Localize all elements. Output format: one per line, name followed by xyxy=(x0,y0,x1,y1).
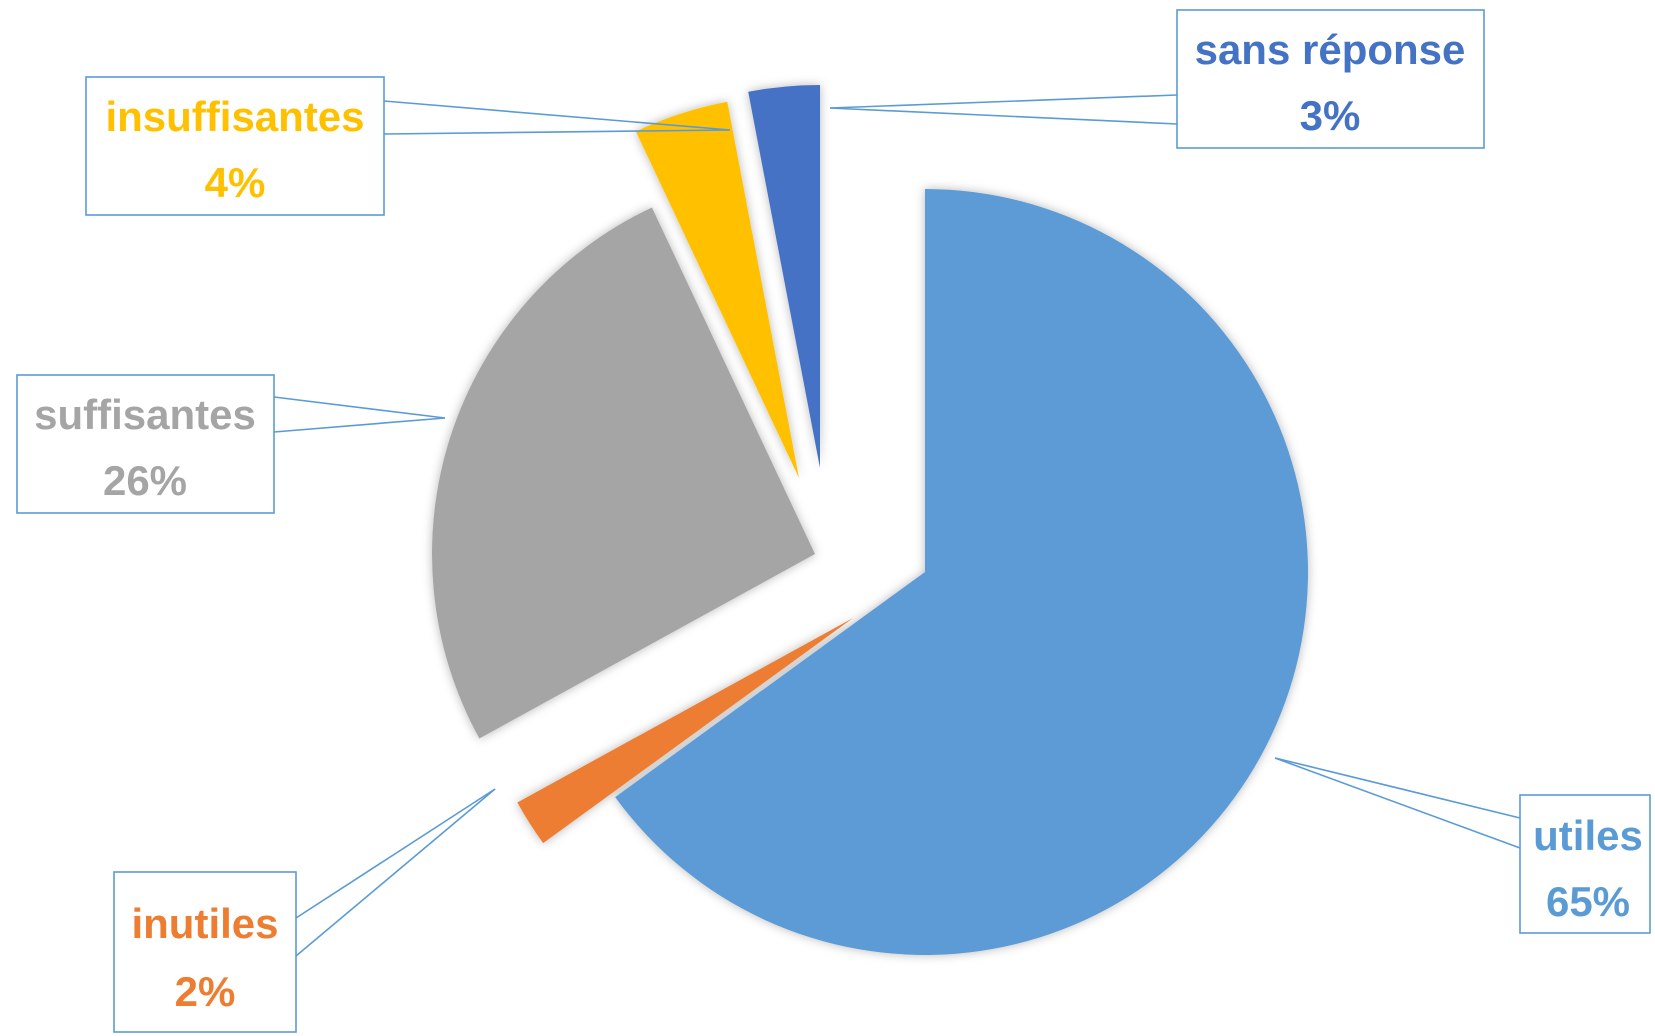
label-utiles-name: utiles xyxy=(1533,812,1643,859)
leader-line-sans-reponse xyxy=(829,94,1178,109)
pie-slices xyxy=(431,85,1309,956)
label-inutiles-name: inutiles xyxy=(131,900,278,947)
leader-line-suffisantes-2 xyxy=(273,417,446,433)
data-label-inutiles: inutiles 2% xyxy=(113,871,297,1033)
leader-line-insuffisantes xyxy=(383,100,731,131)
leader-line-utiles xyxy=(1274,757,1521,819)
data-label-sans-reponse: sans réponse 3% xyxy=(1176,9,1485,149)
slice-sans-reponse xyxy=(748,85,820,468)
slice-suffisantes xyxy=(431,207,815,739)
leader-line-insuffisantes-2 xyxy=(383,129,731,135)
leader-line-utiles-2 xyxy=(1274,757,1521,849)
label-insuffisantes-percent: 4% xyxy=(205,159,266,206)
label-suffisantes-name: suffisantes xyxy=(34,391,256,438)
label-utiles-percent: 65% xyxy=(1546,878,1630,925)
leader-line-suffisantes xyxy=(273,396,446,419)
leader-line-inutiles-2 xyxy=(295,788,496,957)
label-sans-reponse-name: sans réponse xyxy=(1195,26,1466,73)
data-label-suffisantes: suffisantes 26% xyxy=(16,374,275,514)
label-suffisantes-percent: 26% xyxy=(103,457,187,504)
data-label-utiles: utiles 65% xyxy=(1519,794,1651,934)
leader-line-sans-reponse-2 xyxy=(829,107,1178,125)
slice-insuffisantes xyxy=(635,101,799,478)
label-sans-reponse-percent: 3% xyxy=(1300,92,1361,139)
slice-inutiles xyxy=(517,618,853,844)
label-insuffisantes-name: insuffisantes xyxy=(105,93,364,140)
data-labels: sans réponse 3% insuffisantes 4% suffisa… xyxy=(16,9,1651,1033)
data-label-insuffisantes: insuffisantes 4% xyxy=(85,76,385,216)
label-inutiles-percent: 2% xyxy=(175,968,236,1015)
leader-lines xyxy=(273,94,1521,957)
slice-utiles xyxy=(615,189,1309,956)
leader-line-inutiles xyxy=(295,788,496,919)
